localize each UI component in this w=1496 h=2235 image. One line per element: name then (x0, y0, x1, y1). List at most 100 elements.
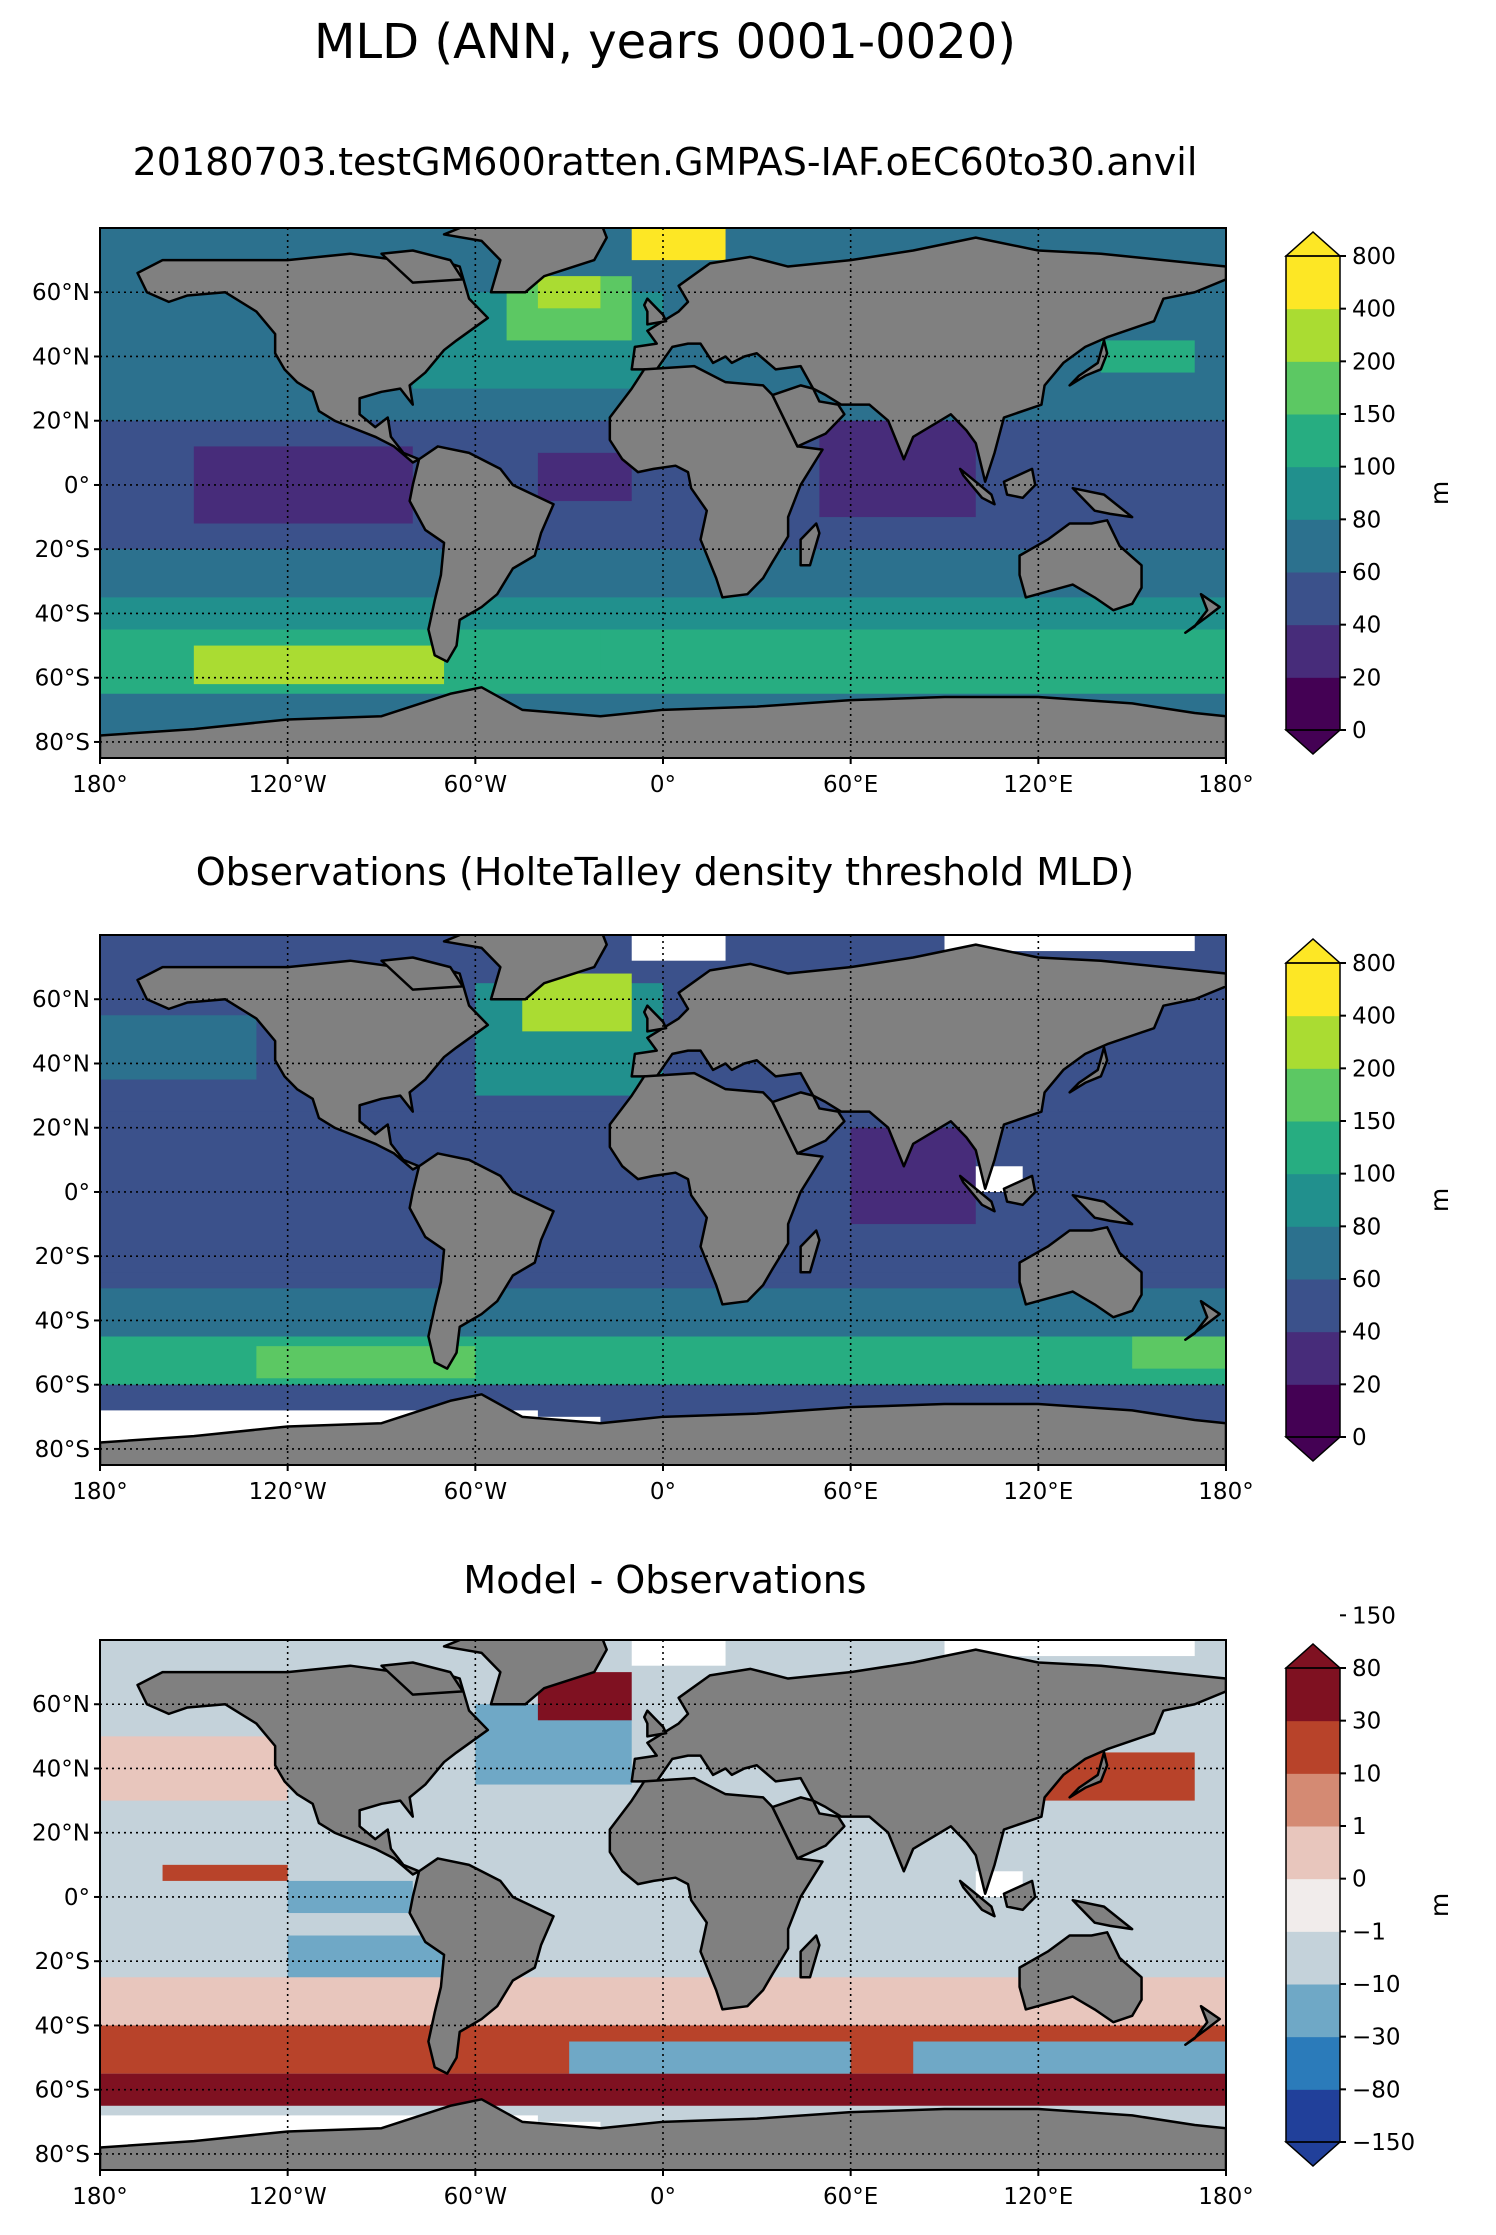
colorbar: 0 20 40 60 80 100 150 200 400 800 m (1284, 937, 1454, 1463)
land-antarctica (100, 686, 1226, 758)
land-indonesia2 (1002, 1174, 1037, 1207)
colorbar-segment (1286, 1015, 1340, 1069)
lat-tick-label: 20°N (32, 1116, 90, 1142)
land-japan (1068, 1046, 1109, 1094)
lon-tick-label: 180° (72, 772, 127, 798)
colorbar-tick-label: 150 (1352, 1109, 1396, 1135)
map-field (100, 935, 1226, 1465)
colorbar-tick-label: −10 (1352, 1972, 1401, 1998)
colorbar-tick-label: 400 (1352, 1004, 1396, 1030)
lat-tick-label: 80°S (35, 2142, 90, 2168)
colorbar-tick-label: 20 (1352, 665, 1381, 691)
colorbar-segment (1286, 2089, 1340, 2143)
land-indonesia2 (1002, 467, 1037, 500)
lat-tick-label: 40°N (32, 1756, 90, 1782)
lon-tick-label: 120°E (1003, 2184, 1073, 2210)
colorbar-tick-label: −1 (1352, 1919, 1386, 1945)
colorbar-segment (1286, 677, 1340, 731)
colorbar-tick-label: 60 (1352, 560, 1381, 586)
land-africa (608, 364, 824, 599)
land-indonesia2 (1002, 1879, 1037, 1912)
lat-tick-label: 0° (64, 473, 90, 499)
land-newguinea (1071, 1898, 1134, 1931)
field-region (913, 2041, 1226, 2074)
colorbar-segment (1286, 2036, 1340, 2090)
missing-data-region (631, 1640, 726, 1666)
lon-tick-label: 0° (650, 2184, 676, 2210)
colorbar-segment (1286, 361, 1340, 415)
field-region (193, 645, 445, 685)
colorbar-tick-label: −80 (1352, 2077, 1401, 2103)
land-africa (608, 1776, 824, 2011)
land-newguinea (1071, 1193, 1134, 1226)
lon-tick-label: 60°W (444, 2184, 508, 2210)
land-newguinea (1071, 486, 1134, 519)
land-arabia (771, 1091, 846, 1155)
lat-tick-label: 40°S (35, 601, 90, 627)
field-region (100, 1015, 257, 1080)
colorbar-segment (1286, 624, 1340, 678)
land-newzealand (1184, 2004, 1221, 2046)
panel-subtitle: 20180703.testGM600ratten.GMPAS-IAF.oEC60… (132, 140, 1198, 184)
field-region (537, 452, 632, 502)
land-eurasia (630, 943, 1226, 1191)
panel-subtitle: Observations (HolteTalley density thresh… (195, 850, 1135, 894)
lat-tick-label: 60°S (35, 1373, 90, 1399)
land-southAmerica (408, 1152, 555, 1370)
lon-tick-label: 120°W (249, 772, 327, 798)
lat-tick-label: 20°N (32, 409, 90, 435)
lat-tick-label: 40°N (32, 1051, 90, 1077)
lon-tick-label: 60°E (823, 2184, 878, 2210)
land-madagascar (799, 522, 821, 567)
lat-tick-label: 40°S (35, 2013, 90, 2039)
lon-tick-label: 60°W (444, 772, 508, 798)
lat-tick-label: 60°S (35, 2078, 90, 2104)
land-baffin (380, 1661, 465, 1696)
colorbar-segment (1286, 1331, 1340, 1385)
lon-tick-label: 120°W (249, 2184, 327, 2210)
lon-tick-label: 120°E (1003, 1479, 1073, 1505)
colorbar-tick-label: 0 (1352, 1425, 1367, 1451)
lat-tick-label: 80°S (35, 1437, 90, 1463)
colorbar-tick-label: 40 (1352, 613, 1381, 639)
colorbar-frame (1285, 962, 1341, 1438)
colorbar-segment (1286, 1668, 1340, 1722)
field-region (1100, 340, 1195, 373)
colorbar-segment (1286, 1173, 1340, 1227)
colorbar-tick-label: 1 (1352, 1814, 1367, 1840)
land-indonesia1 (958, 467, 996, 506)
lon-tick-label: 180° (1198, 2184, 1253, 2210)
land-baffin (380, 956, 465, 991)
colorbar-tick-label: 20 (1352, 1372, 1381, 1398)
lon-tick-label: 60°E (823, 1479, 878, 1505)
colorbar-tick-label: 150 (1352, 402, 1396, 428)
field-region (162, 1864, 288, 1881)
lon-tick-label: 180° (1198, 772, 1253, 798)
colorbar-units: m (1425, 1893, 1454, 1917)
land-antarctica (100, 2098, 1226, 2170)
colorbar-segment (1286, 1931, 1340, 1985)
colorbar-segment (1286, 414, 1340, 468)
field-region (100, 1736, 288, 1801)
field-region (600, 629, 851, 678)
colorbar-tick-label: 80 (1352, 1214, 1381, 1240)
missing-data-region (631, 935, 726, 961)
land-australia (1018, 1226, 1143, 1319)
land-australia (1018, 1931, 1143, 2024)
map-field (100, 228, 1226, 758)
missing-data-region (944, 935, 1195, 952)
lat-tick-label: 40°N (32, 344, 90, 370)
colorbar-tick-label: 150 (1352, 1603, 1396, 1629)
land-uk (642, 297, 668, 326)
colorbar-segment (1286, 1826, 1340, 1880)
land-newzealand (1184, 592, 1221, 634)
lat-tick-label: 60°N (32, 987, 90, 1013)
land-japan (1068, 339, 1109, 387)
field-region (1132, 1336, 1226, 1369)
colorbar-frame (1285, 255, 1341, 731)
colorbar-frame (1285, 1667, 1341, 2143)
colorbar-segment (1286, 466, 1340, 520)
